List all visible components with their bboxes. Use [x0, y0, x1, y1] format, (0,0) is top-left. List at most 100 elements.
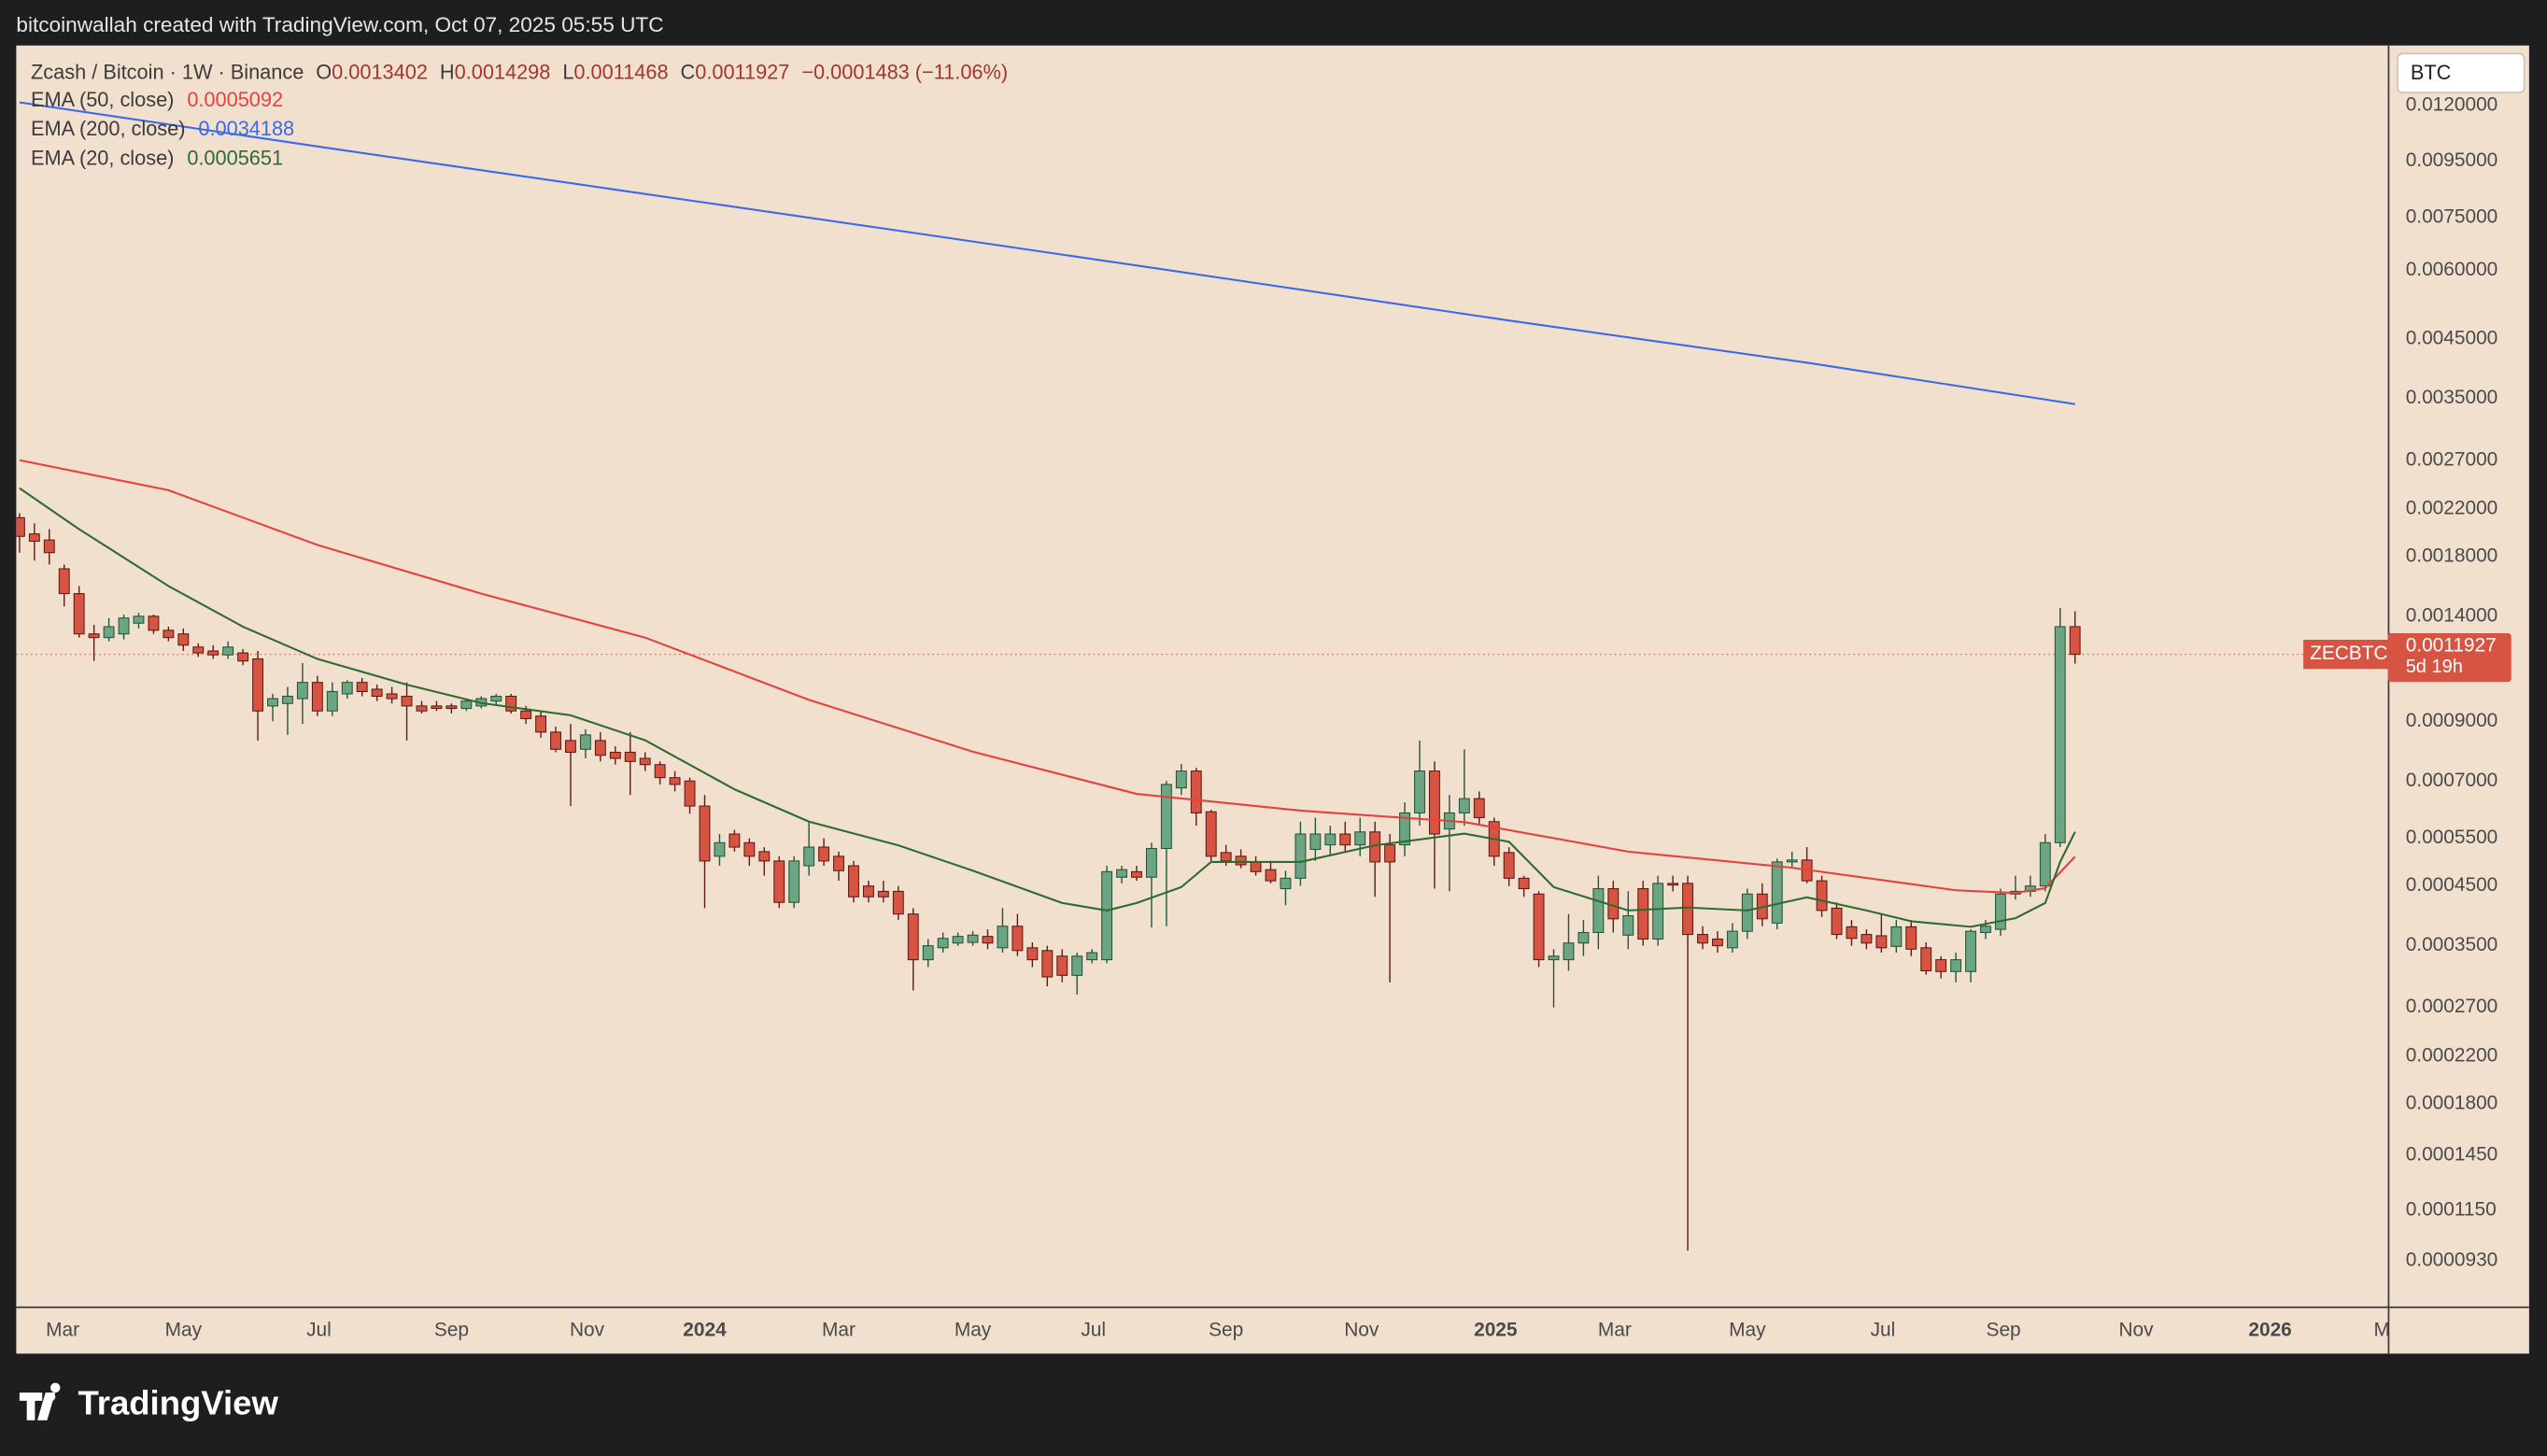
candle-body — [1041, 950, 1054, 978]
plot-area — [16, 101, 2388, 1251]
candle-body — [1950, 959, 1962, 972]
candle-body — [416, 705, 428, 712]
ohlc-prefix: H — [440, 60, 455, 83]
y-tick-label: 0.0095000 — [2406, 149, 2498, 171]
ohlc-value: 0.0011468 — [573, 60, 668, 83]
candle-body — [848, 865, 859, 898]
candle-body — [1026, 947, 1039, 961]
ema-line — [19, 101, 2075, 405]
candle-body — [148, 615, 160, 631]
candle-body — [1518, 877, 1530, 890]
x-tick-label: Mar — [1598, 1320, 1632, 1341]
candle-body — [1280, 877, 1292, 890]
footer-brand: TradingView — [78, 1384, 278, 1422]
currency-box[interactable] — [2397, 52, 2526, 94]
candle-body — [1861, 934, 1873, 944]
candle-body — [1101, 870, 1113, 961]
candle-body — [579, 734, 591, 750]
candle-body — [684, 780, 696, 807]
candle-body — [1160, 784, 1172, 850]
candle-body — [282, 695, 293, 704]
candle-body — [2039, 841, 2051, 887]
candle-body — [73, 593, 85, 635]
candle-body — [1235, 855, 1247, 866]
candle-body — [1563, 942, 1575, 961]
x-tick-label: 2024 — [683, 1320, 727, 1341]
candle-body — [1473, 798, 1485, 819]
candle-body — [758, 851, 771, 862]
candle-body — [654, 764, 666, 779]
ohlc-value: 0.0014298 — [455, 60, 551, 83]
candle-body — [1175, 770, 1187, 789]
footer-logo: TradingView — [19, 1382, 278, 1422]
candle-body — [356, 682, 368, 692]
candle-body — [952, 936, 964, 944]
candle-body — [1920, 947, 1932, 971]
candle-body — [594, 740, 606, 756]
candle-body — [982, 936, 994, 944]
candle-body — [386, 693, 398, 700]
currency-button[interactable]: BTC — [2397, 52, 2526, 94]
price-tag-countdown: 5d 19h — [2406, 657, 2463, 677]
candle-body — [1295, 833, 1307, 879]
candle-body — [967, 934, 979, 943]
candle-body — [1145, 847, 1157, 878]
candle-body — [818, 846, 830, 862]
candle-body — [1741, 893, 1753, 932]
candle-body — [1428, 770, 1440, 835]
candle-body — [862, 885, 874, 898]
candle-body — [743, 841, 756, 857]
logo-dot — [47, 1392, 56, 1402]
indicator-legend: EMA (200, close) 0.0034188 — [31, 117, 294, 140]
candle-body — [58, 568, 70, 595]
candle-body — [1637, 888, 1649, 940]
candle-body — [1548, 955, 1560, 961]
indicator-name: EMA (200, close) — [31, 117, 185, 140]
candle-body — [1846, 926, 1858, 940]
indicator-value: 0.0005651 — [187, 146, 283, 169]
y-tick-label: 0.0001150 — [2406, 1198, 2497, 1220]
candle-body — [133, 615, 145, 624]
candle-body — [1250, 861, 1262, 872]
candle-body — [177, 633, 190, 646]
candle-body — [1980, 926, 1991, 934]
y-tick-label: 0.0035000 — [2406, 387, 2498, 408]
candle-body — [118, 617, 130, 635]
candle-body — [1994, 893, 2006, 930]
axes: 0.0120000 0.0095000 0.0075000 0.0060000 0.00… — [46, 94, 2497, 1341]
x-tick-label: Mar — [46, 1320, 79, 1341]
y-tick-label: 0.0018000 — [2406, 544, 2498, 566]
candle-body — [1384, 844, 1396, 863]
x-tick-label: May — [955, 1320, 992, 1341]
candle-body — [550, 731, 561, 750]
candle-body — [520, 710, 532, 720]
currency-label[interactable]: BTC — [2411, 61, 2451, 84]
candle-body — [1667, 883, 1679, 886]
candle-body — [1309, 833, 1322, 850]
y-tick-label: 0.0001800 — [2406, 1092, 2498, 1113]
ohlc-value: 0.0011927 — [695, 60, 789, 83]
candle-body — [311, 682, 323, 712]
candle-body — [16, 516, 25, 537]
candle-body — [833, 855, 844, 871]
candle-body — [28, 533, 40, 543]
candle-body — [237, 652, 249, 662]
candle-body — [267, 698, 278, 707]
price-tag — [2387, 633, 2512, 683]
candle-body — [1399, 812, 1410, 846]
candle-body — [609, 751, 621, 759]
candle-body — [103, 626, 115, 639]
candle-body — [490, 695, 502, 702]
indicator-value: 0.0005092 — [187, 88, 283, 111]
candle-body — [401, 695, 413, 707]
plot-background — [16, 45, 2529, 1354]
candle-body — [1012, 926, 1024, 952]
candle-body — [1131, 870, 1142, 878]
ohlc-prefix: C — [681, 60, 696, 83]
ema-line — [19, 487, 2076, 928]
candle-body — [371, 688, 383, 698]
candle-body — [88, 633, 100, 639]
candle-body — [535, 715, 547, 733]
candle-body — [252, 658, 264, 712]
x-tick-label: 2026 — [2248, 1320, 2291, 1341]
